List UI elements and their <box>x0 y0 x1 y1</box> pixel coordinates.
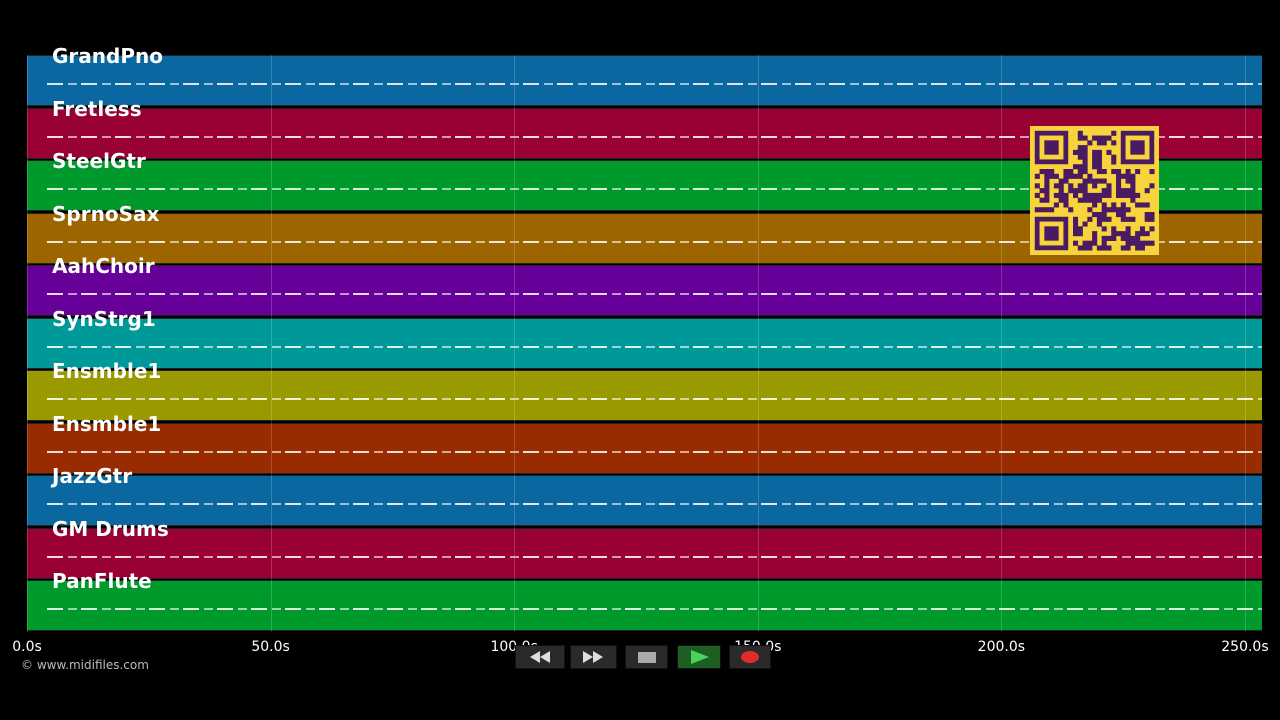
copyright: © www.midifiles.com <box>21 658 149 672</box>
note-lane <box>47 398 1262 400</box>
track-row: GM Drums <box>27 517 1262 579</box>
grid-line <box>1244 55 1246 632</box>
track-row: JazzGtr <box>27 464 1262 526</box>
grid-line <box>270 55 272 632</box>
note-lane <box>47 188 1262 190</box>
track-row: PanFlute <box>27 569 1262 631</box>
x-tick-label: 0.0s <box>12 639 42 655</box>
rewind-button[interactable] <box>515 645 565 669</box>
play-button[interactable] <box>677 645 721 669</box>
track-row: Ensmble1 <box>27 412 1262 474</box>
track-name: AahChoir <box>52 254 155 278</box>
track-name: JazzGtr <box>52 464 133 488</box>
track-name: GM Drums <box>52 516 169 541</box>
track-row: AahChoir <box>27 254 1262 316</box>
note-lane <box>47 293 1262 295</box>
grid-line <box>514 55 516 632</box>
track-name: PanFlute <box>52 569 152 593</box>
track-name: Ensmble1 <box>52 359 162 383</box>
x-tick-label: 250.0s <box>1221 639 1269 655</box>
note-lane <box>47 503 1262 505</box>
track-row: GrandPno <box>27 44 1262 106</box>
grid-line <box>1001 55 1003 632</box>
stop-button[interactable] <box>625 645 668 669</box>
qr-code <box>1030 126 1159 255</box>
note-lane <box>47 135 1262 138</box>
note-lane <box>47 450 1262 453</box>
track-name: SynStrg1 <box>52 306 156 331</box>
note-lane <box>47 240 1262 243</box>
track-name: Fretless <box>52 96 142 121</box>
track-row: SynStrg1 <box>27 307 1262 369</box>
note-lane <box>47 83 1262 85</box>
grid-line <box>757 55 759 632</box>
x-tick-label: 200.0s <box>977 639 1026 655</box>
x-tick-label: 50.0s <box>251 639 290 655</box>
track-name: GrandPno <box>52 44 163 68</box>
note-lane <box>47 555 1262 558</box>
note-lane <box>47 608 1262 610</box>
grid-line <box>27 55 28 632</box>
note-lane <box>47 345 1262 348</box>
track-name: SprnoSax <box>52 201 160 226</box>
track-row: Ensmble1 <box>27 359 1262 421</box>
record-button[interactable] <box>729 645 771 669</box>
track-name: Ensmble1 <box>52 411 162 436</box>
fast-forward-button[interactable] <box>570 645 617 669</box>
track-name: SteelGtr <box>52 149 146 173</box>
